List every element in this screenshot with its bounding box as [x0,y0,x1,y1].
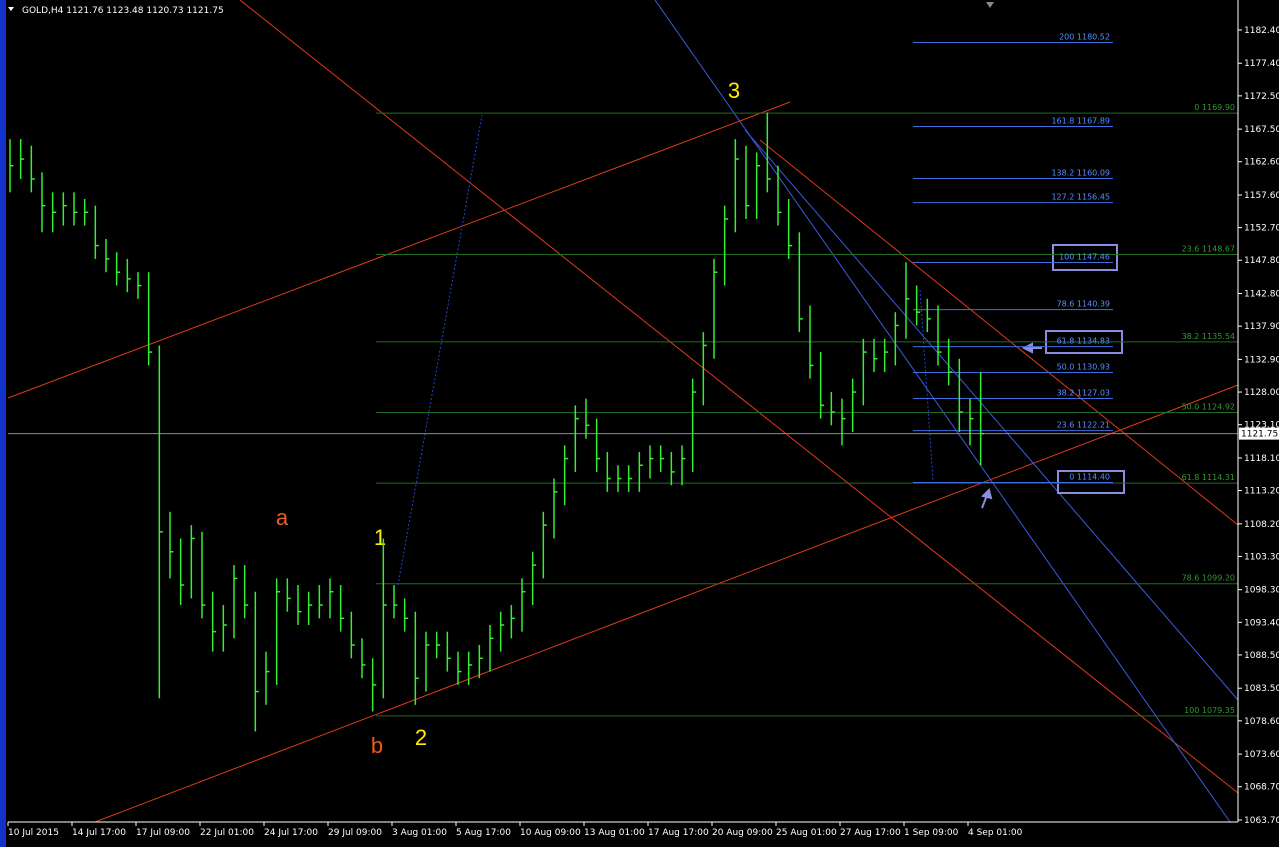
x-tick-label: 29 Jul 09:00 [328,828,382,838]
y-tick-label: 1157.60 [1244,191,1279,201]
fib-label: 138.2 1160.09 [1051,168,1110,177]
x-tick-label: 10 Aug 09:00 [520,828,581,838]
fib-label: 50.0 1130.93 [1057,363,1110,372]
y-tick-label: 1113.20 [1244,487,1279,497]
highlight-box [1052,244,1118,271]
trend-line [7,101,791,399]
x-tick-label: 3 Aug 01:00 [392,828,447,838]
fib-label: 23.6 1122.21 [1057,421,1110,430]
trend-line [94,384,1239,823]
arrow [981,488,993,509]
fib-label: 127.2 1156.45 [1051,193,1110,202]
fib-label: 38.2 1127.03 [1057,388,1110,397]
trend-line [744,129,1239,701]
wave-label: a [276,505,289,530]
fib-label: 61.8 1114.31 [1182,473,1235,482]
x-tick-label: 24 Jul 17:00 [264,828,318,838]
trend-line [759,139,1239,526]
wave-labels: 3 1 2 a b [276,78,740,758]
fib-label: 23.6 1148.67 [1182,244,1235,253]
y-tick-label: 1098.30 [1244,586,1279,596]
drawing-layer [7,0,1239,823]
y-tick-label: 1123.10 [1244,421,1279,431]
fib-label: 78.6 1099.20 [1182,574,1235,583]
fib-label: 200 1180.52 [1059,32,1110,41]
wave-label: 3 [728,78,740,103]
y-tick-label: 1118.10 [1244,454,1279,464]
y-tick-label: 1063.70 [1244,816,1279,826]
y-tick-label: 1093.40 [1244,618,1279,628]
x-tick-label: 1 Sep 09:00 [904,828,959,838]
y-tick-label: 1162.60 [1244,158,1279,168]
fib-label: 0 1114.40 [1069,473,1110,482]
y-tick-label: 1103.30 [1244,552,1279,562]
y-tick-label: 1147.80 [1244,256,1279,266]
fib-label: 0 1169.90 [1194,103,1235,112]
left-border [0,0,6,847]
x-tick-label: 13 Aug 01:00 [584,828,645,838]
y-tick-label: 1142.80 [1244,290,1279,300]
highlight-box [1057,470,1125,494]
y-tick-label: 1137.90 [1244,322,1279,332]
fib-label: 100 1147.46 [1059,253,1110,262]
x-tick-label: 25 Aug 01:00 [776,828,837,838]
fib-label: 38.2 1135.54 [1182,332,1235,341]
arrow [1021,342,1042,354]
y-tick-label: 1068.70 [1244,783,1279,793]
y-tick-label: 1177.40 [1244,59,1279,69]
fib-label: 100 1079.35 [1184,706,1235,715]
y-tick-label: 1182.40 [1244,26,1279,36]
x-tick-label: 10 Jul 2015 [8,828,59,838]
x-tick-label: 5 Aug 17:00 [456,828,511,838]
current-price-label: 1121.75 [1241,430,1278,440]
fib-label: 78.6 1140.39 [1057,300,1110,309]
x-tick-label: 14 Jul 17:00 [72,828,126,838]
x-tick-label: 22 Jul 01:00 [200,828,254,838]
wave-label: b [371,733,383,758]
y-tick-label: 1152.70 [1244,224,1279,234]
scroll-marker [986,2,994,8]
x-tick-label: 20 Aug 09:00 [712,828,773,838]
y-tick-label: 1083.50 [1244,684,1279,694]
y-tick-label: 1128.00 [1244,388,1279,398]
x-tick-label: 27 Aug 17:00 [840,828,901,838]
y-tick-label: 1088.50 [1244,651,1279,661]
y-tick-label: 1172.50 [1244,92,1279,102]
fib-label: 61.8 1134.83 [1057,337,1110,346]
x-tick-label: 17 Jul 09:00 [136,828,190,838]
current-price-box [1239,427,1279,440]
y-tick-label: 1167.50 [1244,125,1279,135]
y-tick-label: 1073.60 [1244,750,1279,760]
y-tick-label: 1108.20 [1244,520,1279,530]
x-tick-label: 4 Sep 01:00 [968,828,1023,838]
chart-header: GOLD,H4 1121.76 1123.48 1120.73 1121.75 [22,6,224,16]
wave-label: 1 [374,525,386,550]
y-tick-label: 1132.90 [1244,355,1279,365]
fib-label: 161.8 1167.89 [1051,117,1110,126]
fib-label: 50.0 1124.92 [1182,403,1235,412]
wave-label: 2 [415,725,427,750]
trend-line [239,0,1239,794]
header-arrow [8,7,14,11]
y-tick-label: 1078.60 [1244,717,1279,727]
x-tick-label: 17 Aug 17:00 [648,828,709,838]
dotted-line [397,114,483,586]
